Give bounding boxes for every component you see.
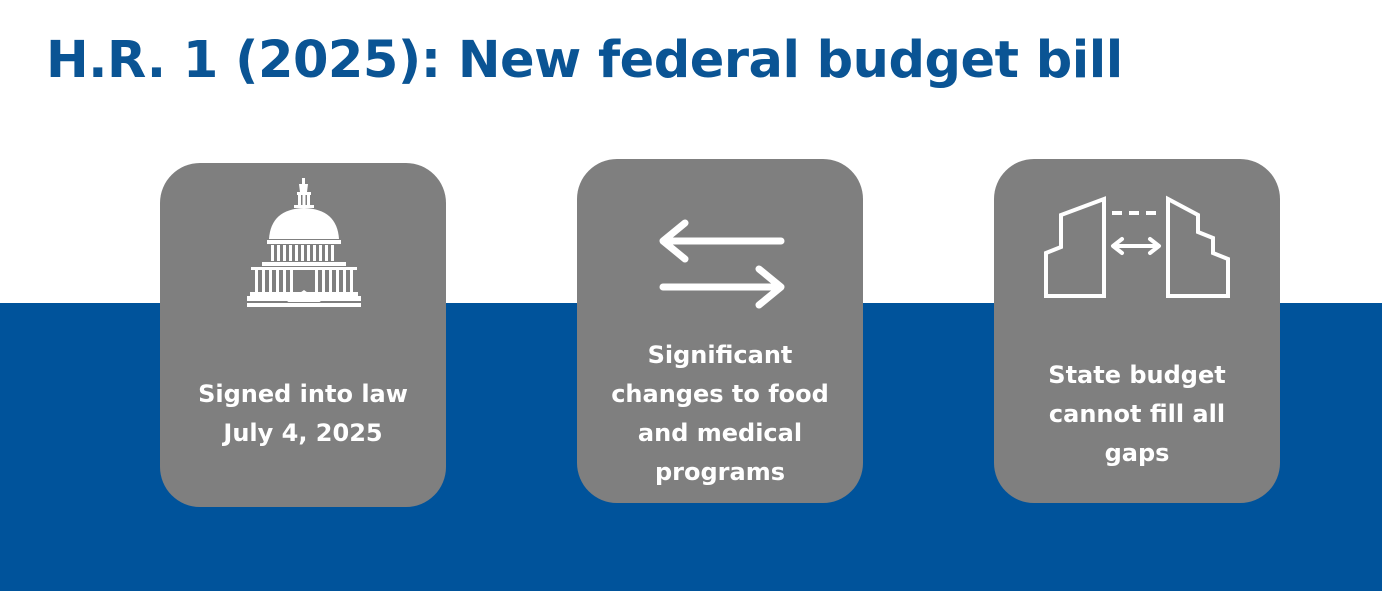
capitol-building-icon [247,178,361,307]
card-significant-changes: Significant changes to food and medical … [577,159,863,503]
card-text-significant-changes: Significant changes to food and medical … [611,341,829,486]
page-title: H.R. 1 (2025): New federal budget bill [46,31,1123,90]
card-text-signed-into-law: Signed into law July 4, 2025 [198,380,408,447]
gap-bridge-icon [1044,195,1230,298]
card-signed-into-law: Signed into law July 4, 2025 [160,163,446,507]
exchange-arrows-icon [659,219,785,309]
card-state-budget: State budget cannot fill all gaps [994,159,1280,503]
card-text-state-budget: State budget cannot fill all gaps [1048,361,1226,467]
